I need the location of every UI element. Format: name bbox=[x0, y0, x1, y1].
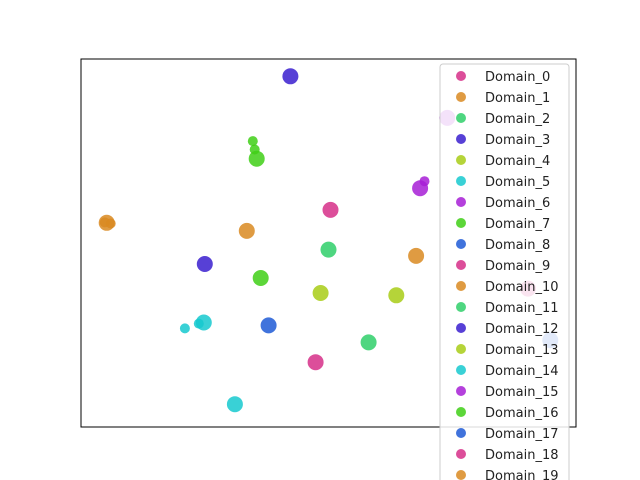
legend-label-domain-12: Domain_12 bbox=[485, 322, 559, 337]
legend-label-domain-15: Domain_15 bbox=[485, 385, 559, 400]
point-domain-16-2 bbox=[247, 136, 258, 147]
legend-marker-domain-16 bbox=[456, 407, 466, 417]
point-domain-11-0 bbox=[360, 334, 377, 351]
points-layer bbox=[98, 68, 559, 413]
legend-marker-domain-13 bbox=[456, 344, 466, 354]
legend-marker-domain-2 bbox=[456, 113, 466, 123]
legend-marker-domain-6 bbox=[456, 197, 466, 207]
point-domain-14-1 bbox=[193, 318, 204, 329]
legend-marker-domain-4 bbox=[456, 155, 466, 165]
point-domain-9-0 bbox=[307, 354, 324, 371]
legend-marker-domain-15 bbox=[456, 386, 466, 396]
point-domain-12-0 bbox=[282, 68, 299, 85]
legend-marker-domain-5 bbox=[456, 176, 466, 186]
legend-marker-domain-3 bbox=[456, 134, 466, 144]
legend-label-domain-8: Domain_8 bbox=[485, 238, 550, 253]
legend-label-domain-7: Domain_7 bbox=[485, 217, 550, 232]
legend-label-domain-5: Domain_5 bbox=[485, 175, 550, 190]
legend-label-domain-18: Domain_18 bbox=[485, 448, 559, 463]
point-domain-7-0 bbox=[252, 270, 269, 286]
point-domain-16-0 bbox=[248, 150, 265, 167]
legend-marker-domain-14 bbox=[456, 365, 466, 375]
point-domain-0-0 bbox=[322, 201, 339, 218]
legend-label-domain-10: Domain_10 bbox=[485, 280, 559, 295]
legend-marker-domain-18 bbox=[456, 449, 466, 459]
point-domain-3-0 bbox=[196, 256, 213, 272]
legend-label-domain-19: Domain_19 bbox=[485, 469, 559, 480]
point-domain-16-1 bbox=[249, 144, 260, 155]
legend-marker-domain-8 bbox=[456, 239, 466, 249]
legend-marker-domain-1 bbox=[456, 92, 466, 102]
point-domain-1-0 bbox=[238, 222, 255, 239]
point-domain-5-0 bbox=[226, 396, 243, 413]
plot-frame bbox=[80, 58, 577, 428]
legend-marker-domain-7 bbox=[456, 218, 466, 228]
legend-marker-domain-17 bbox=[456, 428, 466, 438]
legend-label-domain-4: Domain_4 bbox=[485, 154, 550, 169]
legend-label-domain-13: Domain_13 bbox=[485, 343, 559, 358]
legend-label-domain-9: Domain_9 bbox=[485, 259, 550, 274]
legend-label-domain-6: Domain_6 bbox=[485, 196, 550, 211]
legend-label-domain-0: Domain_0 bbox=[485, 70, 550, 85]
legend-label-domain-16: Domain_16 bbox=[485, 406, 559, 421]
point-domain-14-2 bbox=[179, 323, 190, 334]
legend-marker-domain-10 bbox=[456, 281, 466, 291]
point-domain-4-0 bbox=[312, 285, 329, 301]
legend-label-domain-2: Domain_2 bbox=[485, 112, 550, 127]
legend-label-domain-3: Domain_3 bbox=[485, 133, 550, 148]
legend-marker-domain-12 bbox=[456, 323, 466, 333]
legend-marker-domain-9 bbox=[456, 260, 466, 270]
point-domain-6-1 bbox=[419, 176, 430, 187]
legend-marker-domain-19 bbox=[456, 470, 466, 480]
legend: Domain_0 Domain_1 Domain_2 Domain_3 Domain_4… bbox=[439, 63, 570, 480]
point-domain-19-2 bbox=[99, 217, 110, 228]
legend-label-domain-14: Domain_14 bbox=[485, 364, 559, 379]
legend-label-domain-11: Domain_11 bbox=[485, 301, 559, 316]
legend-box bbox=[439, 63, 570, 480]
legend-marker-domain-11 bbox=[456, 302, 466, 312]
legend-label-domain-1: Domain_1 bbox=[485, 91, 550, 106]
point-domain-10-0 bbox=[408, 247, 425, 264]
legend-label-domain-17: Domain_17 bbox=[485, 427, 559, 442]
point-domain-8-0 bbox=[260, 317, 277, 334]
point-domain-2-0 bbox=[320, 241, 337, 258]
point-domain-13-0 bbox=[388, 287, 405, 304]
legend-marker-domain-0 bbox=[456, 71, 466, 81]
